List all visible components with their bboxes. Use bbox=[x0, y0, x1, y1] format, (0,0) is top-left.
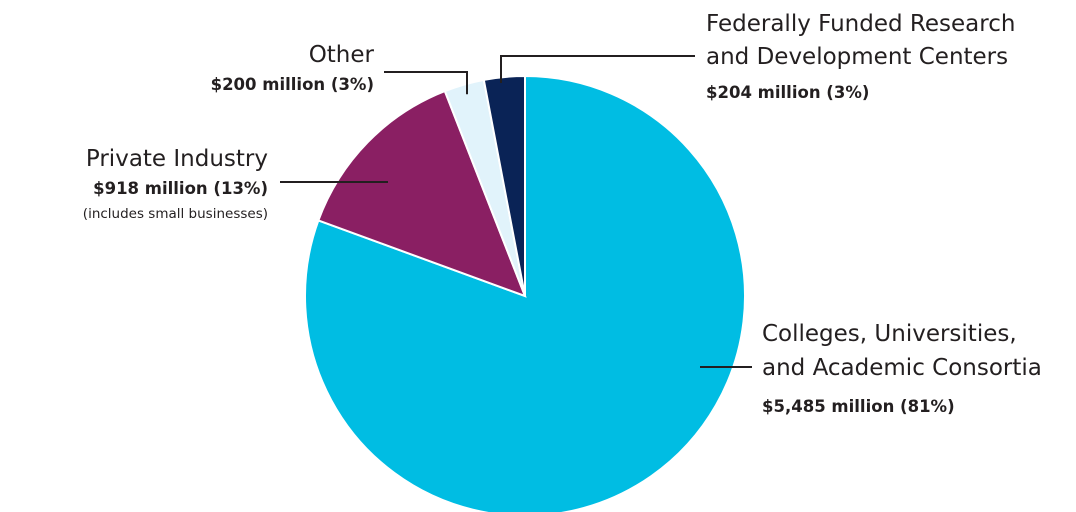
pie-slice-ffrdc bbox=[482, 74, 526, 297]
leader-line-other bbox=[384, 71, 468, 95]
leader-lines bbox=[280, 55, 752, 368]
private-industry-note: (includes small businesses) bbox=[83, 206, 268, 222]
colleges-label-line-2: and Academic Consortia bbox=[762, 355, 1042, 381]
leader-line-ffrdc bbox=[500, 55, 695, 83]
private-industry-label: Private Industry bbox=[86, 146, 268, 172]
ffrdc-label-line-2: and Development Centers bbox=[706, 44, 1008, 70]
pie-slice-private bbox=[317, 89, 527, 298]
other-label: Other bbox=[309, 42, 375, 68]
private-industry-value-label: $918 million (13%) bbox=[93, 179, 268, 198]
colleges-label-line-1: Colleges, Universities, bbox=[762, 321, 1017, 347]
colleges-value-label: $5,485 million (81%) bbox=[762, 397, 955, 416]
pie-slices bbox=[304, 74, 746, 512]
ffrdc-value-label: $204 million (3%) bbox=[706, 83, 869, 102]
other-value-label: $200 million (3%) bbox=[211, 75, 374, 94]
ffrdc-label-line-1: Federally Funded Research bbox=[706, 11, 1015, 37]
